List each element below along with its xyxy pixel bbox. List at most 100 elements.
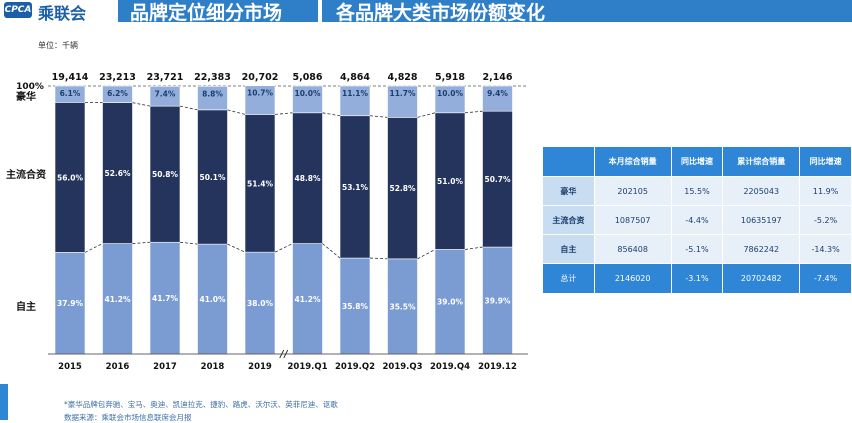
data-label: 53.1% [342, 183, 369, 192]
data-label: 10.0% [294, 89, 321, 98]
trend-connector [323, 113, 341, 116]
table-header-row: 本月综合销量 同比增速 累计综合销量 同比增速 [543, 147, 852, 177]
data-label: 50.1% [199, 173, 226, 182]
table-row: 豪华 202105 15.5% 2205043 11.9% [543, 177, 852, 206]
data-label: 11.7% [389, 89, 416, 98]
x-tick-label: 2019.12 [478, 362, 517, 372]
table-row-label: 主流合资 [543, 206, 595, 235]
trend-connector [133, 242, 151, 243]
table-cell: 11.9% [800, 177, 852, 206]
data-label: 8.8% [202, 89, 223, 98]
trend-connector [370, 116, 388, 118]
x-tick-label: 2016 [106, 362, 130, 372]
table-total-label: 总计 [543, 264, 595, 294]
data-label: 50.7% [484, 175, 511, 184]
table-cell: -5.1% [671, 235, 723, 264]
total-label: 23,721 [147, 72, 184, 83]
table-cell: 7862242 [723, 235, 800, 264]
table-cell: -14.3% [800, 235, 852, 264]
total-label: 19,414 [52, 72, 89, 83]
data-label: 7.4% [155, 89, 176, 98]
total-label: 22,383 [194, 72, 231, 83]
table-row: 自主 856408 -5.1% 7862242 -14.3% [543, 235, 852, 264]
total-label: 23,213 [99, 72, 136, 83]
table-header-cell [543, 147, 595, 177]
data-label: 52.8% [389, 184, 416, 193]
table-cell: 15.5% [671, 177, 723, 206]
trend-connector [465, 247, 483, 249]
data-label: 52.6% [104, 169, 131, 178]
trend-connector [370, 258, 388, 259]
data-label: 56.0% [57, 173, 84, 182]
trend-connector [228, 110, 246, 115]
total-label: 4,828 [387, 72, 417, 83]
data-label: 51.4% [247, 179, 274, 188]
data-label: 41.2% [294, 295, 321, 304]
table-cell: 856408 [594, 235, 671, 264]
trend-connector [323, 244, 341, 258]
data-label: 35.5% [389, 302, 416, 311]
trend-connector [418, 113, 436, 118]
series-label: 主流合资 [6, 168, 46, 181]
x-tick-label: 2015 [58, 362, 82, 372]
data-label: 41.0% [199, 295, 226, 304]
trend-connector [85, 244, 103, 253]
series-label: 豪华 [16, 90, 36, 103]
trend-connector [275, 113, 293, 115]
corner-decoration [0, 384, 8, 420]
data-label: 10.7% [247, 89, 274, 98]
total-label: 5,086 [292, 72, 322, 83]
table-cell: -4.4% [671, 206, 723, 235]
table-header-cell: 累计综合销量 [723, 147, 800, 177]
x-tick-label: 2019 [248, 362, 272, 372]
data-label: 6.2% [107, 89, 128, 98]
trend-connector [228, 244, 246, 252]
table-cell: 202105 [594, 177, 671, 206]
data-label: 10.0% [437, 89, 464, 98]
x-tick-label: 2017 [153, 362, 177, 372]
table-cell: -5.2% [800, 206, 852, 235]
data-label: 39.0% [437, 298, 464, 307]
x-tick-label: 2019.Q4 [430, 362, 470, 372]
series-label: 自主 [16, 300, 36, 313]
table-total-row: 总计 2146020 -3.1% 20702482 -7.4% [543, 264, 852, 294]
trend-connector [418, 249, 436, 258]
table-total-cell: 20702482 [723, 264, 800, 294]
trend-connector [180, 106, 198, 110]
data-label: 51.0% [437, 177, 464, 186]
footnote-source: 数据来源：乘联会市场信息联席会月报 [64, 412, 192, 423]
x-tick-label: 2019.Q1 [287, 362, 327, 372]
table-total-cell: 2146020 [594, 264, 671, 294]
trend-connector [180, 242, 198, 244]
data-label: 39.9% [484, 297, 511, 306]
total-label: 2,146 [482, 72, 512, 83]
table-cell: 1087507 [594, 206, 671, 235]
x-tick-label: 2019.Q3 [382, 362, 422, 372]
y-axis-top-label: 100% [16, 82, 44, 92]
table-total-cell: -7.4% [800, 264, 852, 294]
table-total-cell: -3.1% [671, 264, 723, 294]
data-label: 35.8% [342, 302, 369, 311]
table-header-cell: 同比增速 [800, 147, 852, 177]
total-label: 4,864 [340, 72, 370, 83]
data-label: 37.9% [57, 299, 84, 308]
data-label: 50.8% [152, 170, 179, 179]
table-row: 主流合资 1087507 -4.4% 10635197 -5.2% [543, 206, 852, 235]
trend-connector [275, 244, 293, 253]
data-label: 6.1% [60, 89, 81, 98]
table-header-cell: 本月综合销量 [594, 147, 671, 177]
data-label: 41.7% [152, 294, 179, 303]
table-cell: 2205043 [723, 177, 800, 206]
data-label: 9.4% [487, 89, 508, 98]
total-label: 20,702 [242, 72, 279, 83]
sales-table: 本月综合销量 同比增速 累计综合销量 同比增速 豪华 202105 15.5% … [542, 146, 852, 294]
data-label: 48.8% [294, 174, 321, 183]
x-tick-label: 2018 [201, 362, 225, 372]
table-cell: 10635197 [723, 206, 800, 235]
data-label: 11.1% [342, 89, 369, 98]
data-label: 38.0% [247, 299, 274, 308]
table-header-cell: 同比增速 [671, 147, 723, 177]
data-label: 41.2% [104, 295, 131, 304]
trend-connector [465, 111, 483, 113]
footnote: *豪华品牌包奔驰、宝马、奥迪、凯迪拉克、捷豹、路虎、沃尔沃、英菲尼迪、讴歌 [64, 399, 338, 410]
